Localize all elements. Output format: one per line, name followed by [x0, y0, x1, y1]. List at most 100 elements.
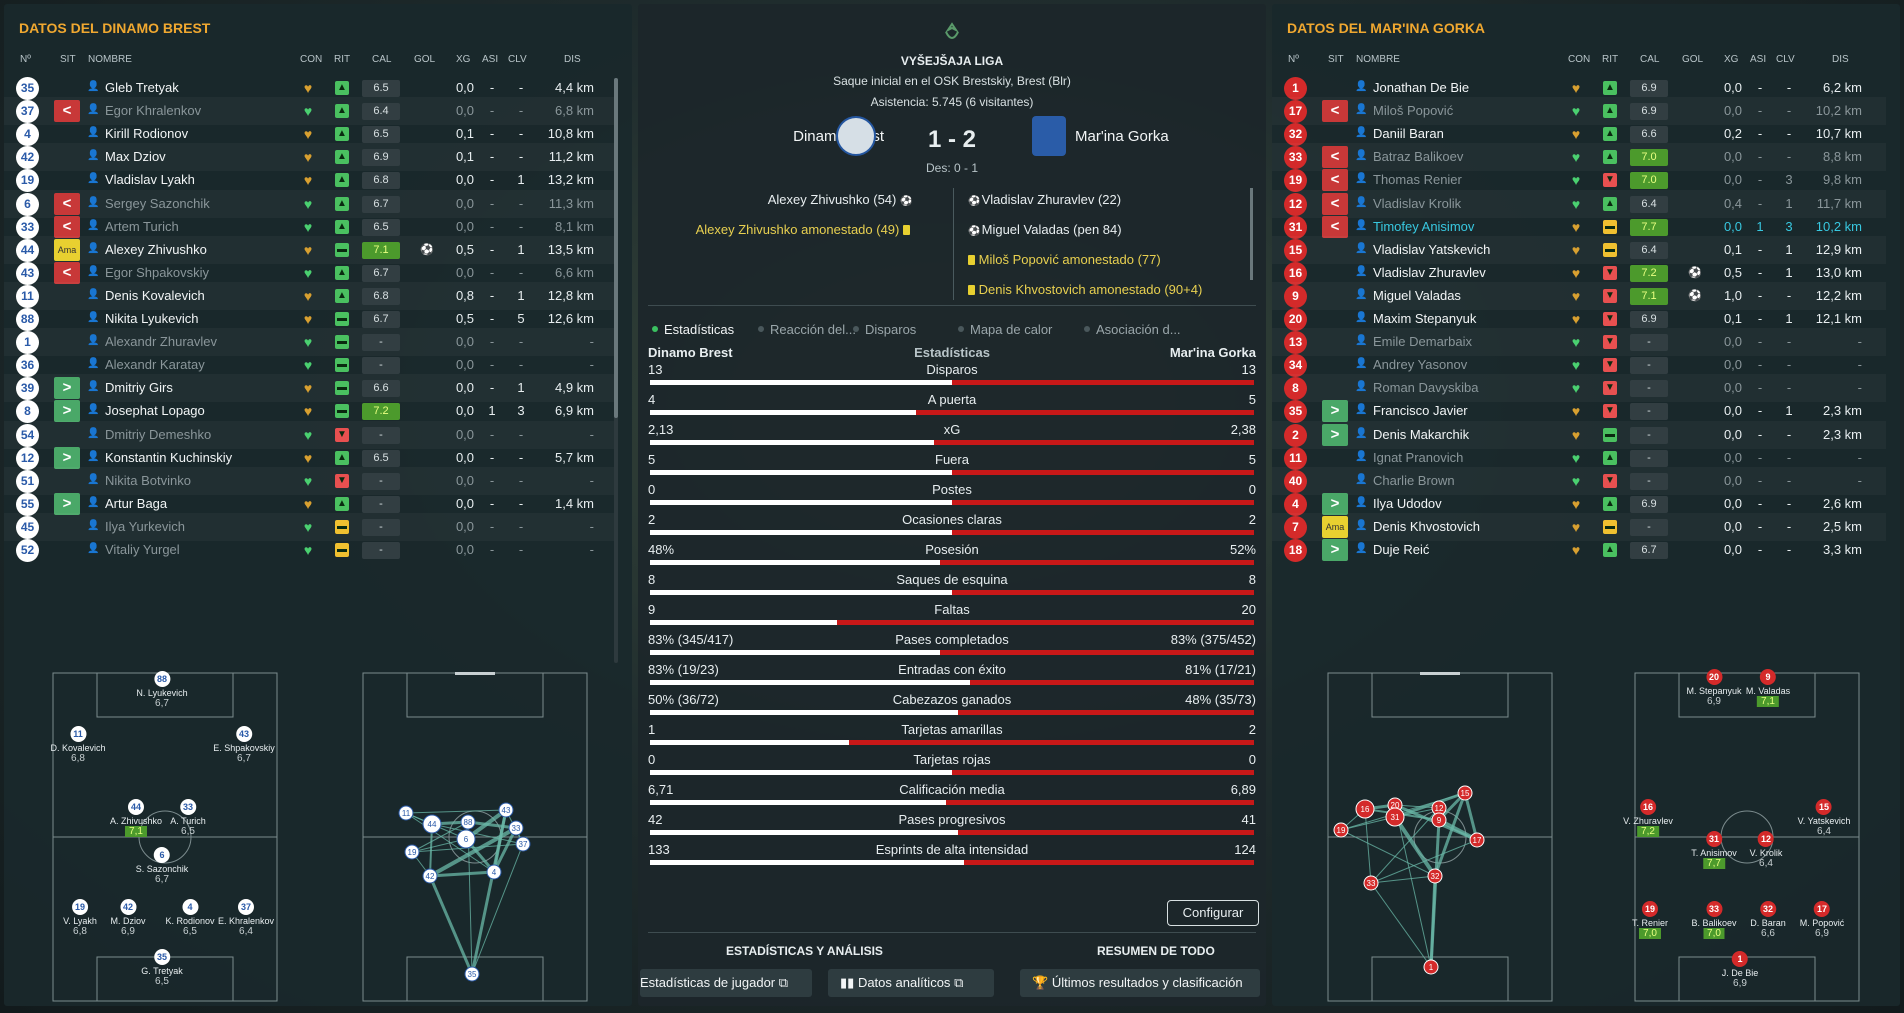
player-row[interactable]: 19 👤 Vladislav Lyakh ♥ ▲ 6.8 0,0 - 1 13,… [4, 166, 618, 194]
col-name[interactable]: NOMBRE [88, 54, 132, 65]
player-name[interactable]: Timofey Anisimov [1373, 218, 1475, 234]
pass-node[interactable]: 15 [1457, 785, 1473, 801]
player-row[interactable]: 12 > 👤 Konstantin Kuchinskiy ♥ ▲ 6.5 0,0 … [4, 444, 618, 472]
player-name[interactable]: Ilya Yurkevich [105, 518, 185, 534]
player-row[interactable]: 40 👤 Charlie Brown ♥ ▼ - 0,0 - - - [1272, 467, 1886, 495]
player-name[interactable]: Egor Shpakovskiy [105, 264, 210, 280]
player-name[interactable]: Konstantin Kuchinskiy [105, 449, 233, 465]
pass-node[interactable]: 35 [464, 966, 480, 982]
col-cal[interactable]: CAL [372, 54, 392, 65]
tab-2[interactable]: Disparos [853, 322, 916, 337]
player-row[interactable]: 43 < 👤 Egor Shpakovskiy ♥ ▲ 6.7 0,0 - - 6… [4, 259, 618, 287]
col-xg[interactable]: XG [456, 54, 471, 65]
player-name[interactable]: Max Dziov [105, 149, 166, 165]
player-name[interactable]: Denis Makarchik [1373, 426, 1470, 442]
player-row[interactable]: 18 > 👤 Duje Reić ♥ ▲ 6.7 0,0 - - 3,3 km [1272, 536, 1886, 564]
player-name[interactable]: Alexandr Zhuravlev [105, 334, 217, 350]
player-row[interactable]: 13 👤 Emile Demarbaix ♥ ▼ - 0,0 - - - [1272, 328, 1886, 356]
pass-node[interactable]: 4 [486, 864, 502, 880]
player-name[interactable]: Dmitriy Demeshko [105, 426, 212, 442]
col-sit[interactable]: SIT [1328, 54, 1344, 65]
tab-4[interactable]: Asociación d... [1084, 322, 1181, 337]
player-row[interactable]: 34 👤 Andrey Yasonov ♥ ▼ - 0,0 - - - [1272, 351, 1886, 379]
player-name[interactable]: Ignat Pranovich [1373, 449, 1464, 465]
col-asi[interactable]: ASI [482, 54, 499, 65]
player-name[interactable]: Artem Turich [105, 218, 179, 234]
player-row[interactable]: 32 👤 Daniil Baran ♥ ▲ 6.6 0,2 - - 10,7 k… [1272, 120, 1886, 148]
formation-player[interactable]: 12 V. Krolik 6,4 [1750, 831, 1782, 869]
player-row[interactable]: 1 👤 Alexandr Zhuravlev ♥ ▬ - 0,0 - - - [4, 328, 618, 356]
formation-player[interactable]: 43 E. Shpakovskiy 6,7 [213, 726, 275, 764]
pass-node[interactable]: 6 [456, 829, 476, 849]
formation-player[interactable]: 6 S. Sazonchik 6,7 [136, 847, 188, 885]
player-name[interactable]: Denis Khvostovich [1373, 518, 1480, 534]
player-row[interactable]: 1 👤 Jonathan De Bie ♥ ▲ 6.9 0,0 - - 6,2 … [1272, 74, 1886, 102]
pass-node[interactable]: 17 [1469, 832, 1485, 848]
formation-player[interactable]: 88 N. Lyukevich 6,7 [136, 671, 188, 709]
player-row[interactable]: 11 👤 Ignat Pranovich ♥ ▲ - 0,0 - - - [1272, 444, 1886, 472]
player-row[interactable]: 54 👤 Dmitriy Demeshko ♥ ▼ - 0,0 - - - [4, 421, 618, 449]
player-name[interactable]: Alexandr Karatay [105, 357, 205, 373]
formation-player[interactable]: 16 V. Zhuravlev 7,2 [1623, 799, 1673, 837]
col-rit[interactable]: RIT [1602, 54, 1619, 65]
pass-node[interactable]: 37 [515, 836, 531, 852]
pass-node[interactable]: 32 [1427, 868, 1443, 884]
player-row[interactable]: 8 > 👤 Josephat Lopago ♥ ▬ 7.2 0,0 1 3 6,9… [4, 397, 618, 425]
col-con[interactable]: CON [300, 54, 323, 65]
tab-0[interactable]: Estadísticas [652, 322, 734, 337]
player-row[interactable]: 12 < 👤 Vladislav Krolik ♥ ▲ 6.4 0,4 - 1 1… [1272, 190, 1886, 218]
player-row[interactable]: 11 👤 Denis Kovalevich ♥ ▲ 6.8 0,8 - 1 12… [4, 282, 618, 310]
player-name[interactable]: Roman Davyskiba [1373, 380, 1479, 396]
formation-player[interactable]: 31 T. Anisimov 7,7 [1691, 831, 1737, 869]
player-name[interactable]: Thomas Renier [1373, 172, 1462, 188]
col-con[interactable]: CON [1568, 54, 1591, 65]
player-row[interactable]: 42 👤 Max Dziov ♥ ▲ 6.9 0,1 - - 11,2 km [4, 143, 618, 171]
player-name[interactable]: Vitaliy Yurgel [105, 542, 180, 557]
formation-player[interactable]: 44 A. Zhivushko 7,1 [110, 799, 162, 837]
pass-node[interactable]: 9 [1431, 812, 1447, 828]
player-name[interactable]: Francisco Javier [1373, 403, 1468, 419]
tab-3[interactable]: Mapa de calor [958, 322, 1052, 337]
player-name[interactable]: Dmitriy Girs [105, 380, 173, 396]
player-row[interactable]: 39 > 👤 Dmitriy Girs ♥ ▬ 6.6 0,0 - 1 4,9 k… [4, 374, 618, 402]
col-num[interactable]: Nº [20, 54, 31, 65]
player-row[interactable]: 35 👤 Gleb Tretyak ♥ ▲ 6.5 0,0 - - 4,4 km [4, 74, 618, 102]
player-row[interactable]: 37 < 👤 Egor Khralenkov ♥ ▲ 6.4 0,0 - - 6,… [4, 97, 618, 125]
player-name[interactable]: Vladislav Lyakh [105, 172, 195, 188]
player-name[interactable]: Nikita Botvinko [105, 472, 191, 488]
col-name[interactable]: NOMBRE [1356, 54, 1400, 65]
formation-player[interactable]: 9 M. Valadas 7,1 [1746, 669, 1790, 707]
col-cal[interactable]: CAL [1640, 54, 1660, 65]
player-name[interactable]: Nikita Lyukevich [105, 311, 199, 326]
player-row[interactable]: 17 < 👤 Miloš Popović ♥ ▲ 6.9 0,0 - - 10,2… [1272, 97, 1886, 125]
formation-player[interactable]: 4 K. Rodionov 6,5 [165, 899, 215, 937]
player-row[interactable]: 36 👤 Alexandr Karatay ♥ ▬ - 0,0 - - - [4, 351, 618, 379]
pass-node[interactable]: 33 [1363, 875, 1379, 891]
player-row[interactable]: 9 👤 Miguel Valadas ♥ ▼ 7.1 ⚽ 1,0 - - 12,… [1272, 282, 1886, 310]
pass-node[interactable]: 11 [398, 805, 414, 821]
player-row[interactable]: 33 < 👤 Batraz Balikoev ♥ ▲ 7.0 0,0 - - 8,… [1272, 143, 1886, 171]
player-row[interactable]: 4 > 👤 Ilya Udodov ♥ ▲ 6.9 0,0 - - 2,6 km [1272, 490, 1886, 518]
pass-node[interactable]: 19 [404, 844, 420, 860]
pass-node[interactable]: 31 [1385, 807, 1405, 827]
col-gol[interactable]: GOL [414, 54, 436, 65]
player-name[interactable]: Artur Baga [105, 495, 168, 511]
col-xg[interactable]: XG [1724, 54, 1739, 65]
pass-node[interactable]: 44 [422, 814, 442, 834]
player-name[interactable]: Maxim Stepanyuk [1373, 311, 1477, 326]
player-name[interactable]: Duje Reić [1373, 542, 1430, 557]
player-name[interactable]: Batraz Balikoev [1373, 149, 1464, 165]
player-name[interactable]: Andrey Yasonov [1373, 357, 1468, 373]
player-row[interactable]: 33 < 👤 Artem Turich ♥ ▲ 6.5 0,0 - - 8,1 k… [4, 213, 618, 241]
player-row[interactable]: 15 👤 Vladislav Yatskevich ♥ ▬ 6.4 0,1 - … [1272, 236, 1886, 264]
formation-player[interactable]: 1 J. De Bie 6,9 [1722, 951, 1758, 989]
player-name[interactable]: Ilya Udodov [1373, 495, 1442, 511]
player-row[interactable]: 16 👤 Vladislav Zhuravlev ♥ ▼ 7.2 ⚽ 0,5 -… [1272, 259, 1886, 287]
player-row[interactable]: 8 👤 Roman Davyskiba ♥ ▼ - 0,0 - - - [1272, 374, 1886, 402]
player-row[interactable]: 44 Ama 👤 Alexey Zhivushko ♥ ▬ 7.1 ⚽ 0,5 -… [4, 236, 618, 264]
formation-player[interactable]: 19 T. Renier 7,0 [1632, 901, 1668, 939]
player-row[interactable]: 6 < 👤 Sergey Sazonchik ♥ ▲ 6.7 0,0 - - 11… [4, 190, 618, 218]
tab-1[interactable]: Reacción del... [758, 322, 856, 337]
player-stats-button[interactable]: Estadísticas de jugador ⧉ [640, 969, 812, 997]
player-name[interactable]: Miloš Popović [1373, 103, 1454, 119]
